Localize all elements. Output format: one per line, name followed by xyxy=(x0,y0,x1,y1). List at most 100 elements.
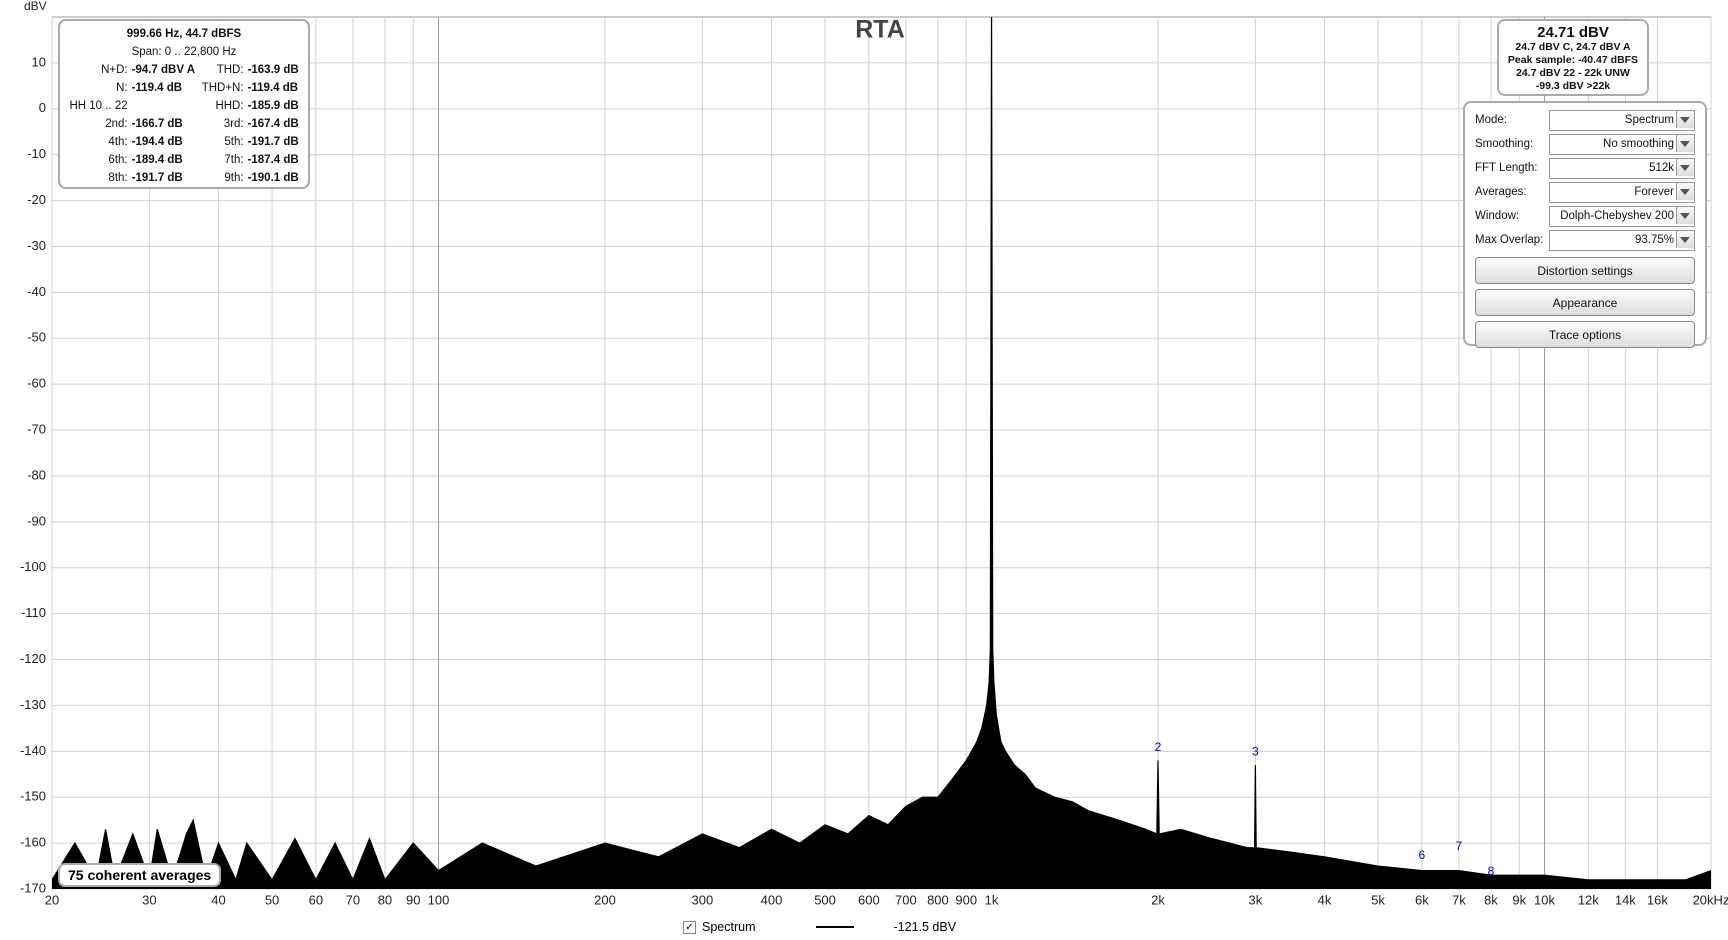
setting-dropdown[interactable]: Spectrum xyxy=(1549,109,1695,131)
setting-dropdown[interactable]: 512k xyxy=(1549,157,1695,179)
info-label: 2nd: xyxy=(105,118,128,130)
setting-row: Averages: Forever xyxy=(1475,180,1695,204)
y-tick-label: -40 xyxy=(27,284,46,299)
setting-label: Window: xyxy=(1475,210,1520,222)
info-box: 999.66 Hz, 44.7 dBFS Span: 0 .. 22,800 H… xyxy=(58,19,310,189)
info-label: 4th: xyxy=(108,136,128,148)
legend-value: -121.5 dBV xyxy=(893,920,957,934)
info-label: 6th: xyxy=(108,154,128,166)
setting-label: Smoothing: xyxy=(1475,138,1534,150)
y-tick-label: -60 xyxy=(27,376,46,391)
x-tick-label: 20 xyxy=(45,892,59,907)
y-tick-label: -120 xyxy=(20,651,46,666)
harmonic-marker: 6 xyxy=(1419,848,1426,862)
harmonic-marker: 7 xyxy=(1456,839,1463,853)
info-label: N+D: xyxy=(101,64,128,76)
x-tick-label: 300 xyxy=(692,892,714,907)
info-row: HH 10 .. 22 HHD: -185.9 dB xyxy=(66,97,302,115)
panel-button[interactable]: Appearance xyxy=(1475,289,1695,316)
info-label: 9th: xyxy=(224,172,244,184)
setting-row: Smoothing: No smoothing xyxy=(1475,132,1695,156)
setting-dropdown[interactable]: Dolph-Chebyshev 200 xyxy=(1549,205,1695,227)
harmonic-marker: 3 xyxy=(1252,745,1259,759)
level-main: 24.71 dBV xyxy=(1537,24,1609,41)
level-line: 24.7 dBV C, 24.7 dBV A xyxy=(1515,41,1631,53)
info-label: THD+N: xyxy=(201,82,244,94)
x-tick-label: 40 xyxy=(211,892,225,907)
setting-row: Mode: Spectrum xyxy=(1475,108,1695,132)
info-line: 999.66 Hz, 44.7 dBFS xyxy=(126,28,242,40)
plot-area xyxy=(51,16,1712,890)
setting-row: FFT Length: 512k xyxy=(1475,156,1695,180)
setting-dropdown[interactable]: 93.75% xyxy=(1549,229,1695,251)
x-tick-label: 10k xyxy=(1534,892,1555,907)
info-line: Span: 0 .. 22,800 Hz xyxy=(131,46,237,58)
harmonic-marker: 8 xyxy=(1488,864,1495,878)
setting-label: Max Overlap: xyxy=(1475,234,1544,246)
x-tick-label: 4k xyxy=(1318,892,1332,907)
info-value: -190.1 dB xyxy=(247,172,299,184)
x-tick-label: 60 xyxy=(309,892,323,907)
info-row: 6th: -189.4 dB 7th: -187.4 dB xyxy=(66,151,302,169)
info-table: N+D: -94.7 dBV A THD: -163.9 dB N: -119.4 dB T… xyxy=(66,61,302,187)
x-tick-label: 30 xyxy=(142,892,156,907)
x-tick-label: 14k xyxy=(1615,892,1636,907)
x-tick-label: 400 xyxy=(761,892,783,907)
info-value: -119.4 dB xyxy=(131,82,183,94)
setting-dropdown[interactable]: Forever xyxy=(1549,181,1695,203)
y-tick-label: -70 xyxy=(27,421,46,436)
x-tick-label: 500 xyxy=(814,892,836,907)
setting-dropdown[interactable]: No smoothing xyxy=(1549,133,1695,155)
y-tick-label: 0 xyxy=(39,100,46,115)
x-tick-label: 800 xyxy=(927,892,949,907)
setting-row: Window: Dolph-Chebyshev 200 xyxy=(1475,204,1695,228)
labels: 100-10-20-30-40-50-60-70-80-90-100-110-1… xyxy=(20,54,1728,907)
info-label: N: xyxy=(116,82,128,94)
x-tick-label: 16k xyxy=(1647,892,1668,907)
x-tick-label: 700 xyxy=(895,892,917,907)
y-axis-label: dBV xyxy=(24,0,47,13)
info-label: 5th: xyxy=(224,136,244,148)
info-value: -191.7 dB xyxy=(131,172,183,184)
info-value: -185.9 dB xyxy=(247,100,299,112)
info-label: 3rd: xyxy=(223,118,244,130)
x-tick-label: 6k xyxy=(1415,892,1429,907)
y-tick-label: -80 xyxy=(27,467,46,482)
info-row: N+D: -94.7 dBV A THD: -163.9 dB xyxy=(66,61,302,79)
spectrum-trace xyxy=(52,17,1711,889)
level-line: Peak sample: -40.47 dBFS xyxy=(1507,54,1639,66)
x-tick-label: 1k xyxy=(985,892,999,907)
info-value: -163.9 dB xyxy=(247,64,299,76)
x-tick-label: 100 xyxy=(428,892,450,907)
info-row: N: -119.4 dB THD+N: -119.4 dB xyxy=(66,79,302,97)
x-tick-label: 900 xyxy=(955,892,977,907)
panel-button[interactable]: Trace options xyxy=(1475,321,1695,348)
averages-badge: 75 coherent averages xyxy=(58,863,222,887)
info-value: -194.4 dB xyxy=(131,136,183,148)
y-tick-label: -140 xyxy=(20,743,46,758)
info-value xyxy=(130,97,199,115)
x-tick-label: 9k xyxy=(1512,892,1526,907)
y-tick-label: -100 xyxy=(20,559,46,574)
level-line: 24.7 dBV 22 - 22k UNW xyxy=(1516,67,1630,79)
y-tick-label: -50 xyxy=(27,330,46,345)
legend-checkbox[interactable]: ✓ xyxy=(683,920,696,934)
panel-button[interactable]: Distortion settings xyxy=(1475,257,1695,284)
legend-label: Spectrum xyxy=(702,920,756,934)
x-tick-label: 8k xyxy=(1484,892,1498,907)
info-value: -191.7 dB xyxy=(247,136,299,148)
x-tick-label: 5k xyxy=(1371,892,1385,907)
setting-label: Mode: xyxy=(1475,114,1507,126)
x-tick-label: 7k xyxy=(1452,892,1466,907)
info-row: 2nd: -166.7 dB 3rd: -167.4 dB xyxy=(66,115,302,133)
info-label: HHD: xyxy=(215,100,244,112)
info-row: 8th: -191.7 dB 9th: -190.1 dB xyxy=(66,169,302,187)
setting-label: FFT Length: xyxy=(1475,162,1538,174)
control-panel: Mode: Spectrum Smoothing: No smoothing FFT L… xyxy=(1463,101,1707,348)
info-value: -94.7 dBV A xyxy=(131,64,196,76)
level-lines: 24.7 dBV C, 24.7 dBV A Peak sample: -40.4… xyxy=(1499,41,1647,93)
legend-swatch xyxy=(815,926,854,928)
info-label: 8th: xyxy=(108,172,128,184)
